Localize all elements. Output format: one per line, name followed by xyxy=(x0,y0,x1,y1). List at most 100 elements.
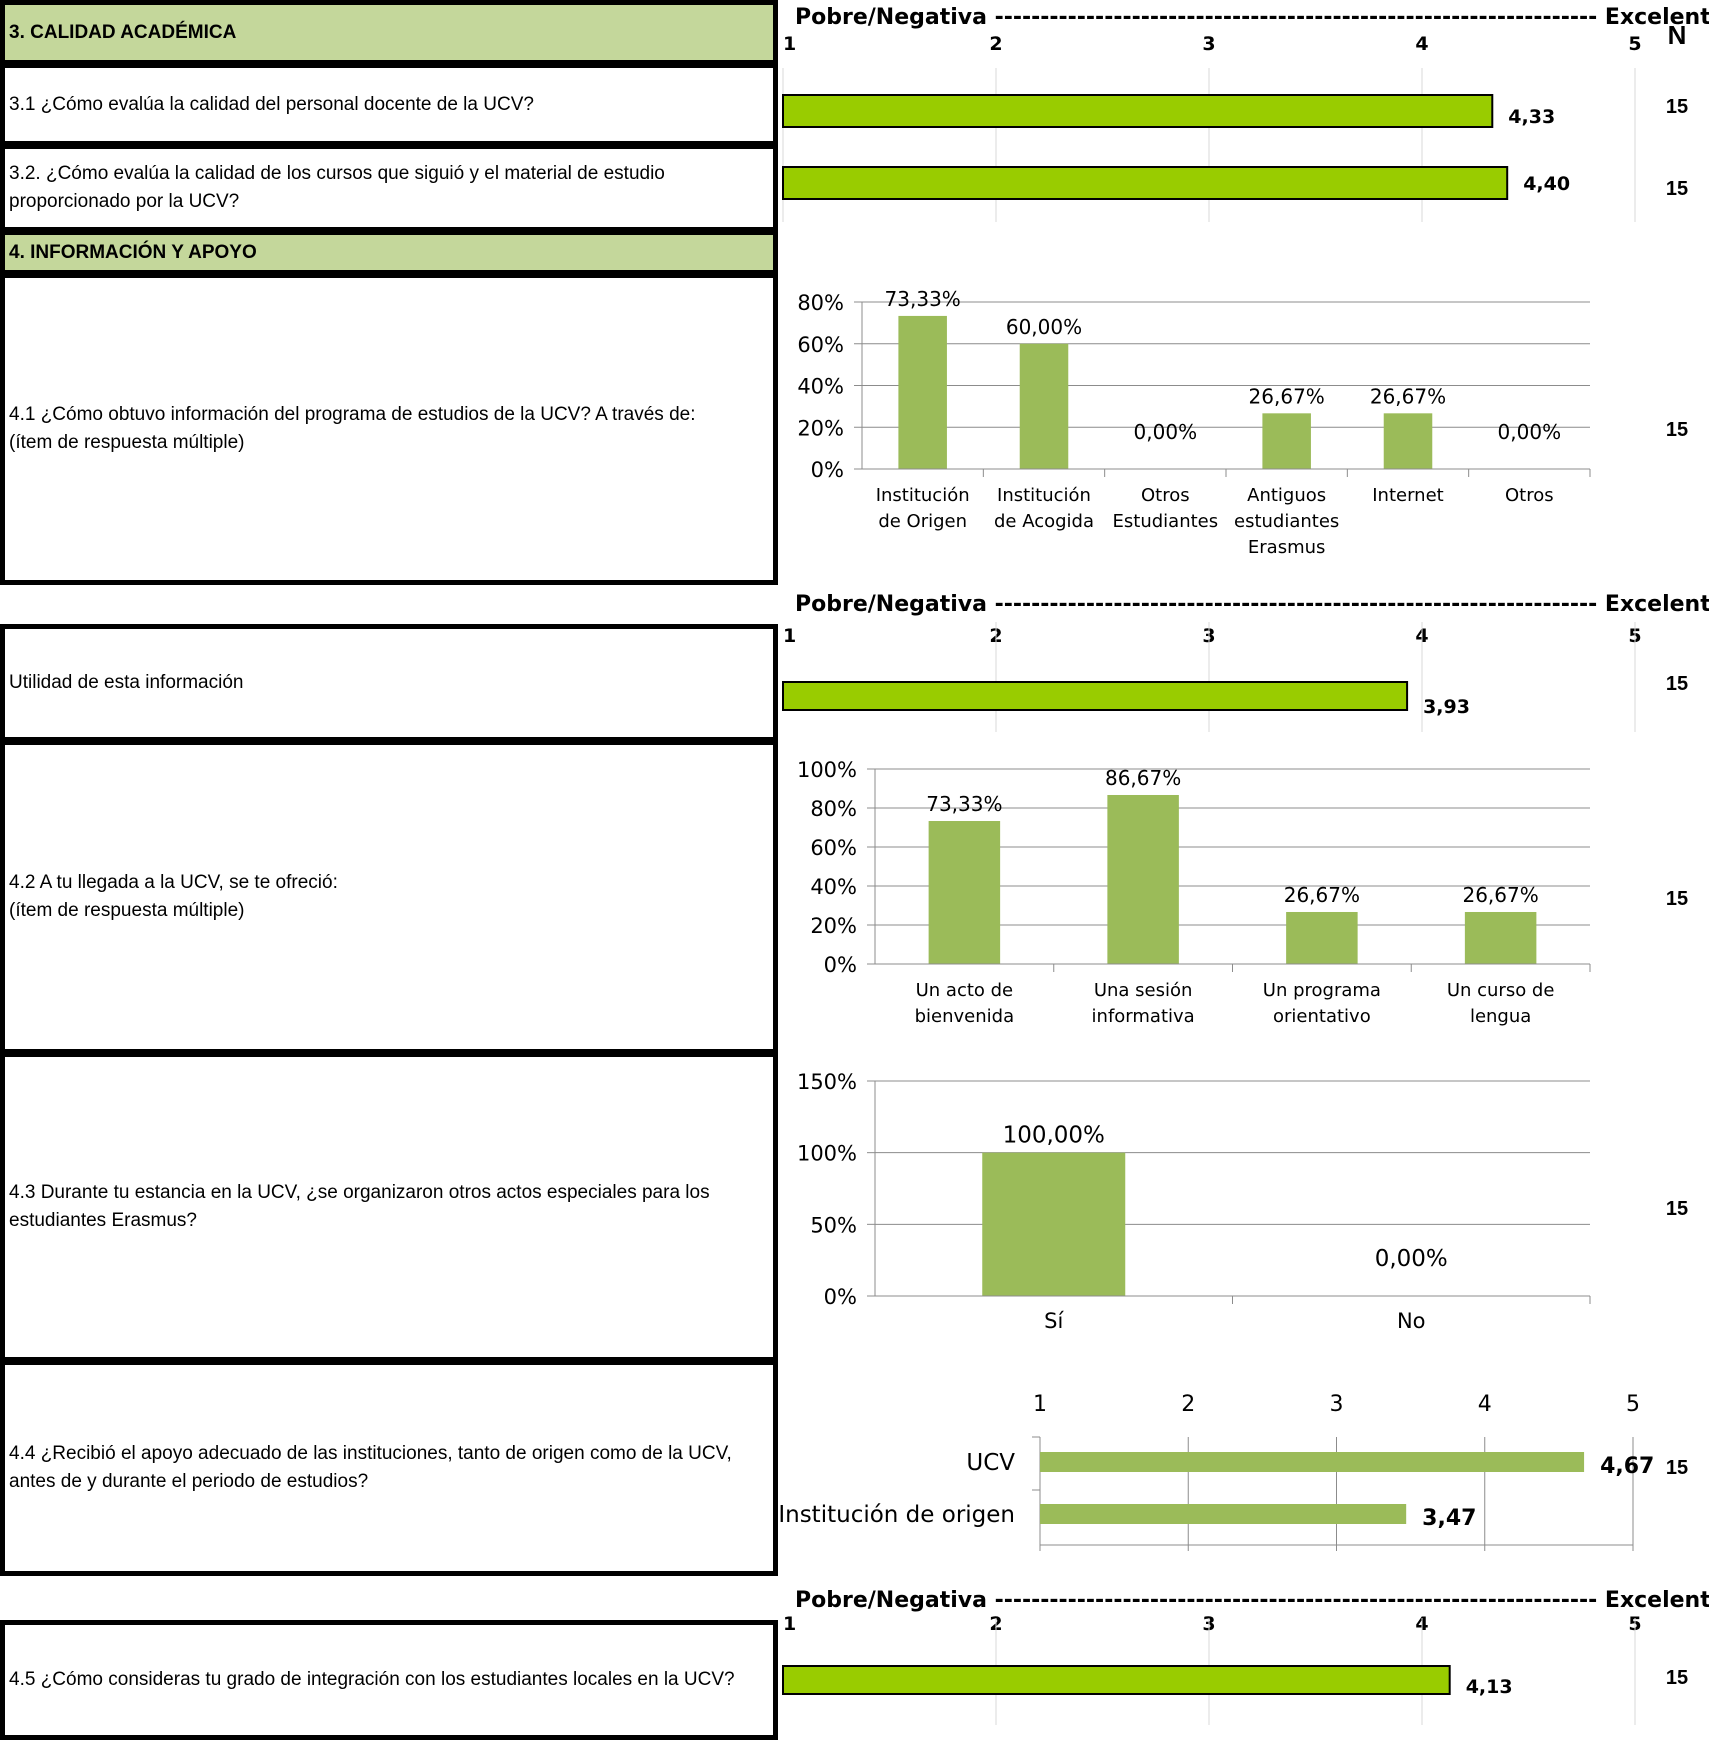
chart-4-4-category-label-0: UCV xyxy=(966,1450,1015,1476)
rating-utilidad-tick-1: 1 xyxy=(783,625,796,647)
n-value-utilidad: 15 xyxy=(1665,673,1689,695)
utilidad-cell: Utilidad de esta información xyxy=(0,624,778,742)
scale-header-2: Pobre/Negativa -------------------------… xyxy=(795,592,1709,617)
n-value-4-4: 15 xyxy=(1665,1457,1689,1479)
rating-3-tick-1: 1 xyxy=(783,33,796,55)
chart-4-2-ytick-label-3: 60% xyxy=(810,836,857,860)
rating-utilidad-bar xyxy=(782,681,1409,711)
chart-4-1-category-label-2: Otros Estudiantes xyxy=(1113,485,1219,532)
section-4-header: 4. INFORMACIÓN Y APOYO xyxy=(0,230,778,275)
chart-4-1-data-label-1: 60,00% xyxy=(1006,315,1082,339)
question-4-4-text: 4.4 ¿Recibió el apoyo adecuado de las in… xyxy=(9,1443,732,1492)
chart-4-2-category-label-2: Un programa orientativo xyxy=(1263,980,1381,1027)
rating-4-5-value-label: 4,13 xyxy=(1466,1676,1513,1698)
chart-4-3-ytick-label-0: 0% xyxy=(824,1285,857,1309)
chart-4-3-category-label-1: No xyxy=(1397,1309,1426,1333)
question-3-2-text: 3.2. ¿Cómo evalúa la calidad de los curs… xyxy=(9,163,665,212)
chart-4-1-bar-3 xyxy=(1262,413,1311,469)
chart-4-1-ytick-label-3: 60% xyxy=(797,333,844,357)
n-value-4-1: 15 xyxy=(1665,419,1689,441)
chart-4-3-bar-0 xyxy=(982,1152,1126,1296)
chart-4-1-category-label-3: Antiguos estudiantes Erasmus xyxy=(1234,485,1339,558)
n-value-4-2: 15 xyxy=(1665,888,1689,910)
section-4-title: 4. INFORMACIÓN Y APOYO xyxy=(9,241,257,263)
chart-4-3-category-label-0: Sí xyxy=(1044,1309,1064,1333)
n-value-4-3: 15 xyxy=(1665,1198,1689,1220)
section-3-header: 3. CALIDAD ACADÉMICA xyxy=(0,0,778,65)
question-4-2-cell: 4.2 A tu llegada a la UCV, se te ofreció… xyxy=(0,740,778,1054)
chart-4-2-bar-1 xyxy=(1107,794,1179,964)
chart-4-1-data-label-5: 0,00% xyxy=(1498,420,1562,444)
rating-3-tick-5: 5 xyxy=(1628,33,1641,55)
rating-3-tick-3: 3 xyxy=(1202,33,1215,55)
question-4-3-text: 4.3 Durante tu estancia en la UCV, ¿se o… xyxy=(9,1182,710,1231)
chart-4-2-category-label-3: Un curso de lengua xyxy=(1447,980,1555,1027)
chart-4-1-category-label-0: Institución de Origen xyxy=(876,485,970,532)
chart-4-2-bar-0 xyxy=(928,821,1001,964)
chart-4-1-ytick-label-2: 40% xyxy=(797,375,844,399)
rating-3-1-bar xyxy=(782,94,1494,128)
chart-4-4-category-label-1: Institución de origen xyxy=(778,1502,1015,1528)
chart-4-1-data-label-4: 26,67% xyxy=(1370,384,1446,408)
rating-4-5-bar xyxy=(782,1665,1451,1695)
rating-3-2-value-label: 4,40 xyxy=(1523,173,1570,195)
chart-4-1-category-label-5: Otros xyxy=(1505,485,1554,506)
chart-4-4-xtick-label-2: 2 xyxy=(1181,1392,1195,1417)
chart-4-3-data-label-0: 100,00% xyxy=(1003,1123,1105,1149)
chart-4-4-bar-1 xyxy=(1040,1504,1407,1524)
section-3-title: 3. CALIDAD ACADÉMICA xyxy=(9,21,237,43)
chart-4-1-ytick-label-0: 0% xyxy=(811,458,844,482)
chart-4-2-data-label-0: 73,33% xyxy=(926,792,1002,816)
chart-4-3-ytick-label-2: 100% xyxy=(797,1142,857,1166)
question-4-3-cell: 4.3 Durante tu estancia en la UCV, ¿se o… xyxy=(0,1052,778,1362)
chart-4-1-bar-4 xyxy=(1383,413,1433,469)
chart-4-1-bar-0 xyxy=(898,315,947,469)
rating-3-2-bar xyxy=(782,166,1509,200)
chart-4-2-bar-3 xyxy=(1464,911,1537,964)
chart-4-2-category-label-1: Una sesión informativa xyxy=(1092,980,1195,1027)
question-3-1-text: 3.1 ¿Cómo evalúa la calidad del personal… xyxy=(9,93,534,115)
chart-4-2-category-label-0: Un acto de bienvenida xyxy=(915,980,1015,1027)
rating-3-1-value-label: 4,33 xyxy=(1508,106,1555,128)
question-4-1-cell: 4.1 ¿Cómo obtuvo información del program… xyxy=(0,273,778,585)
chart-4-1-category-label-4: Internet xyxy=(1372,485,1443,506)
scale-header-3: Pobre/Negativa -------------------------… xyxy=(795,1588,1709,1613)
chart-4-3-ytick-label-1: 50% xyxy=(810,1213,857,1237)
chart-4-4-xtick-label-4: 4 xyxy=(1478,1392,1492,1417)
question-3-1-cell: 3.1 ¿Cómo evalúa la calidad del personal… xyxy=(0,63,778,146)
chart-4-4-data-label-0: 4,67 xyxy=(1600,1454,1654,1479)
rating-4-5-tick-1: 1 xyxy=(783,1613,796,1635)
chart-4-2-ytick-label-4: 80% xyxy=(810,797,857,821)
chart-4-2-ytick-label-5: 100% xyxy=(797,758,857,782)
n-column-header: N xyxy=(1667,20,1687,50)
question-4-5-text: 4.5 ¿Cómo consideras tu grado de integra… xyxy=(9,1669,735,1690)
question-4-1-text: 4.1 ¿Cómo obtuvo información del program… xyxy=(9,404,696,453)
chart-4-2-bar-2 xyxy=(1286,911,1358,964)
chart-4-2-ytick-label-0: 0% xyxy=(824,953,857,977)
chart-4-2-ytick-label-1: 20% xyxy=(810,914,857,938)
n-value-4-5: 15 xyxy=(1665,1667,1689,1689)
question-3-2-cell: 3.2. ¿Cómo evalúa la calidad de los curs… xyxy=(0,144,778,232)
chart-4-1-data-label-3: 26,67% xyxy=(1249,384,1325,408)
n-value-3-1: 15 xyxy=(1665,96,1689,118)
chart-4-2-data-label-2: 26,67% xyxy=(1284,883,1360,907)
chart-4-4-bar-0 xyxy=(1040,1452,1585,1472)
question-4-2-text: 4.2 A tu llegada a la UCV, se te ofreció… xyxy=(9,872,338,921)
chart-4-1-category-label-1: Institución de Acogida xyxy=(994,485,1094,532)
rating-3-tick-2: 2 xyxy=(989,33,1002,55)
scale-header-1: Pobre/Negativa -------------------------… xyxy=(795,5,1709,30)
chart-4-4-data-label-1: 3,47 xyxy=(1422,1506,1476,1531)
chart-4-4-xtick-label-5: 5 xyxy=(1626,1392,1640,1417)
chart-4-2-data-label-3: 26,67% xyxy=(1462,883,1538,907)
chart-4-1-data-label-2: 0,00% xyxy=(1134,420,1198,444)
n-value-3-2: 15 xyxy=(1665,178,1689,200)
chart-4-3-data-label-1: 0,00% xyxy=(1375,1246,1448,1272)
chart-4-4-xtick-label-3: 3 xyxy=(1330,1392,1344,1417)
question-4-4-cell: 4.4 ¿Recibió el apoyo adecuado de las in… xyxy=(0,1360,778,1576)
rating-3-tick-4: 4 xyxy=(1415,33,1428,55)
chart-4-1-bar-1 xyxy=(1019,343,1069,469)
chart-4-2-ytick-label-2: 40% xyxy=(810,875,857,899)
chart-4-1-ytick-label-1: 20% xyxy=(797,416,844,440)
chart-4-3-ytick-label-3: 150% xyxy=(797,1070,857,1094)
